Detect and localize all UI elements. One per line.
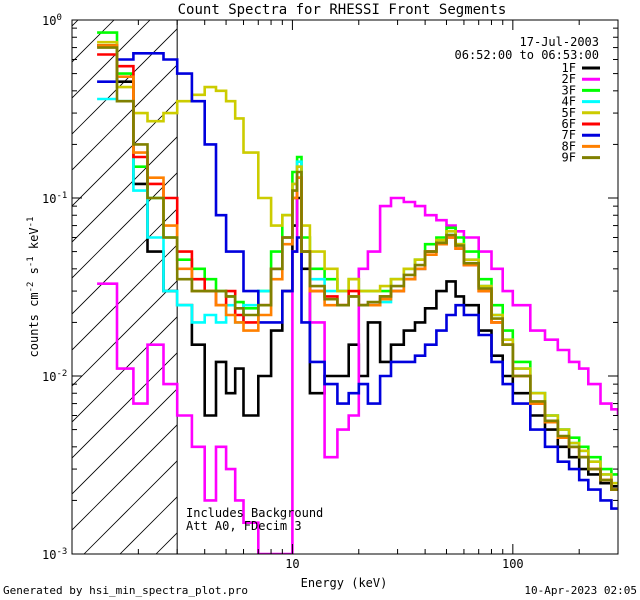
footer-generated-by: Generated by hsi_min_spectra_plot.pro (3, 584, 248, 597)
time-range-label: 06:52:00 to 06:53:00 (455, 48, 600, 62)
hatch-line (264, 0, 640, 554)
y-tick-label: 10-2 (42, 369, 67, 384)
legend-label-4F: 4F (562, 95, 576, 109)
y-label-exp2: -1 (26, 256, 36, 267)
x-tick-label: 10 (285, 557, 299, 571)
hatch-line (72, 280, 178, 387)
y-tick-label: 100 (42, 13, 62, 28)
attenuator-note: Att A0, FDecim 3 (186, 519, 302, 533)
hatch-line (72, 424, 178, 531)
x-tick-label: 100 (502, 557, 524, 571)
y-axis-label: counts cm-2 s-1 keV-1 (26, 217, 41, 358)
hatch-line (72, 136, 178, 243)
series-line-1F (97, 44, 618, 488)
legend-label-5F: 5F (562, 106, 576, 120)
y-label-mid: s (27, 267, 41, 281)
hatch-line (72, 172, 178, 279)
x-axis-label: Energy (keV) (301, 576, 388, 590)
y-label-base: counts cm (27, 292, 41, 357)
series-line-9F (97, 46, 618, 491)
background-note: Includes Background (186, 506, 323, 520)
hatch-line (72, 352, 178, 459)
series-line-5F (97, 40, 618, 485)
series-line-3F (97, 31, 618, 476)
legend-label-8F: 8F (562, 139, 576, 153)
hatch-line (72, 208, 178, 315)
legend-label-3F: 3F (562, 83, 576, 97)
y-label-exp3: -1 (26, 217, 36, 228)
hatch-line (72, 100, 178, 207)
hatch-line (0, 0, 108, 554)
series-line-7F (97, 52, 618, 510)
series-line-6F (97, 53, 618, 491)
y-label-exp1: -2 (26, 282, 36, 293)
date-label: 17-Jul-2003 (520, 35, 599, 49)
y-tick-label: 10-1 (42, 191, 67, 206)
footer-timestamp: 10-Apr-2023 02:05 (524, 584, 637, 597)
series-group (97, 31, 618, 554)
legend-label-1F: 1F (562, 61, 576, 75)
y-label-end: keV (27, 227, 41, 256)
axes: 10 100 100 10-1 10-2 10-3 (42, 13, 619, 571)
legend-label-2F: 2F (562, 72, 576, 86)
legend-label-6F: 6F (562, 117, 576, 131)
hatched-region (0, 0, 640, 554)
y-tick-label: 10-3 (42, 547, 67, 562)
series-line-2F (97, 165, 618, 554)
hatch-line (72, 20, 115, 63)
hatch-line (72, 388, 178, 495)
legend-label-7F: 7F (562, 128, 576, 142)
hatch-line (72, 244, 178, 351)
plot-frame (71, 19, 619, 555)
chart-title: Count Spectra for RHESSI Front Segments (178, 2, 507, 18)
hatch-line (83, 460, 178, 554)
legend-label-9F: 9F (562, 151, 576, 165)
